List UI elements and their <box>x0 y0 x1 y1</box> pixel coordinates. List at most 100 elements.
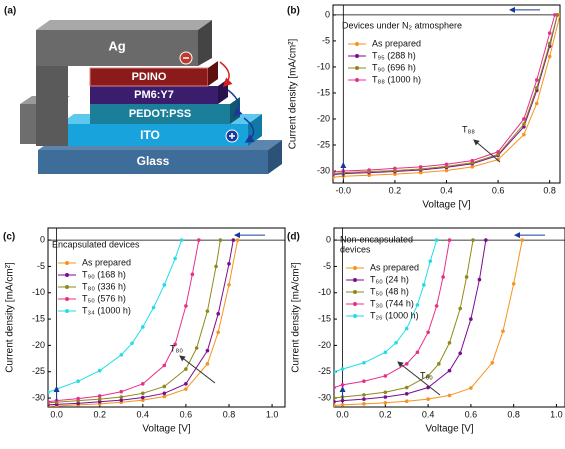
data-point <box>404 392 409 396</box>
x-tick-label: 0.6 <box>465 409 478 419</box>
y-tick-label: -10 <box>32 287 45 297</box>
data-point <box>447 238 452 242</box>
y-tick-label: -10 <box>318 287 331 297</box>
y-tick-label: -5 <box>37 261 45 271</box>
data-point <box>415 350 420 355</box>
data-point <box>447 368 452 373</box>
y-tick-label: -15 <box>32 313 45 323</box>
glass-front <box>38 150 268 174</box>
data-point <box>334 403 336 407</box>
legend-marker <box>353 314 357 318</box>
data-point <box>426 397 430 401</box>
data-point <box>553 13 557 17</box>
data-point <box>184 367 188 371</box>
y-tick-label: -15 <box>317 87 330 97</box>
data-point <box>470 158 475 163</box>
legend-marker <box>355 54 359 58</box>
data-point <box>48 390 50 395</box>
legend-label: T₉₀ (696 h) <box>372 62 416 72</box>
data-point <box>162 384 167 389</box>
legend-title: Encapsulated devices <box>52 239 140 249</box>
data-point <box>470 165 475 169</box>
data-point <box>173 256 177 261</box>
plot-frame <box>47 227 286 408</box>
legend-label: T₈₀ (336 h) <box>82 281 126 291</box>
layer-label: Glass <box>137 154 170 168</box>
y-tick-label: -10 <box>317 61 330 71</box>
data-point <box>394 340 398 345</box>
jv-curve <box>333 14 558 175</box>
data-point <box>496 152 500 157</box>
x-axis-label: Voltage [V] <box>422 200 471 211</box>
ag-column <box>36 66 68 146</box>
data-point <box>367 168 371 172</box>
data-point <box>141 395 145 400</box>
data-point <box>383 374 388 378</box>
callout: T₈₀ <box>170 343 183 353</box>
legend-label: T₆₀ (24 h) <box>370 274 409 284</box>
data-point <box>362 397 366 401</box>
data-point <box>458 306 462 311</box>
data-point <box>97 397 102 401</box>
chart-panel: 0.0 0.2 0.4 0.6 0.8 1.0 0 -5 -10 -15 -20 -25 -30 Volt… <box>3 227 286 435</box>
data-point <box>444 168 449 173</box>
data-point <box>422 283 426 287</box>
layer-label: PEDOT:PSS <box>129 108 191 120</box>
data-point <box>216 330 221 335</box>
data-point <box>534 78 539 82</box>
legend-label: T₅₀ (576 h) <box>82 293 126 303</box>
legend-marker <box>65 297 69 301</box>
y-axis-label: Current density [mA/cm²] <box>5 262 16 373</box>
callout-arrow <box>179 355 216 384</box>
ag-front <box>36 30 198 66</box>
data-point <box>76 401 80 406</box>
data-point <box>214 264 218 269</box>
legend-marker <box>65 273 69 277</box>
data-point <box>447 340 452 345</box>
data-point <box>130 341 134 346</box>
y-tick-label: 0 <box>326 234 331 244</box>
x-tick-label: 0.4 <box>137 409 150 419</box>
data-point <box>490 360 495 365</box>
legend-marker <box>353 266 357 270</box>
data-point <box>227 262 231 266</box>
legend-label: T₃₄ (1000 h) <box>82 305 131 315</box>
y-tick-label: -30 <box>32 392 45 402</box>
y-tick-label: -20 <box>317 113 330 123</box>
data-point <box>334 399 336 404</box>
data-point <box>227 283 231 287</box>
data-point <box>415 303 420 307</box>
panel-label: (d) <box>287 232 300 243</box>
data-point <box>190 272 195 277</box>
data-point <box>469 317 473 321</box>
layer-label: PM6:Y7 <box>134 89 174 101</box>
data-point <box>447 393 452 398</box>
data-point <box>393 166 397 171</box>
callout-arrow <box>473 139 501 163</box>
jv-curve <box>333 14 560 178</box>
x-tick-label: 0.6 <box>180 409 193 419</box>
data-point <box>418 170 423 175</box>
layer-label: ITO <box>140 128 160 142</box>
legend-marker <box>355 66 359 70</box>
data-point <box>534 101 539 106</box>
y-tick-label: -15 <box>318 313 331 323</box>
data-point <box>162 394 167 399</box>
data-point <box>340 403 345 407</box>
data-point <box>334 396 336 400</box>
x-tick-label: 0.8 <box>507 409 520 419</box>
data-point <box>383 395 388 399</box>
y-tick-label: -5 <box>323 261 331 271</box>
chart-panel: 0.0 0.2 0.4 0.6 0.8 1.0 0 -5 -10 -15 -20 -25 -30 Volt… <box>287 227 565 435</box>
data-point <box>97 399 102 404</box>
data-point <box>484 238 488 242</box>
data-point <box>235 238 240 242</box>
legend-label: T₉₀ (168 h) <box>82 269 126 279</box>
data-point <box>48 399 50 404</box>
data-point <box>162 283 167 287</box>
data-point <box>141 391 145 396</box>
data-point <box>97 394 102 398</box>
x-tick-label: 1.0 <box>266 409 279 419</box>
data-point <box>426 330 430 335</box>
data-point <box>434 238 439 242</box>
